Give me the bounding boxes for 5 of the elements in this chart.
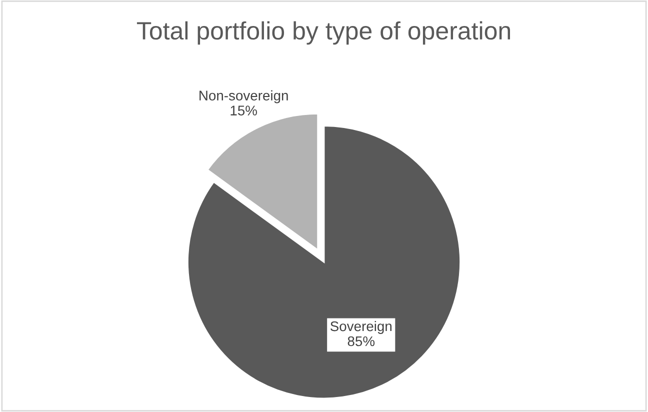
slice-label: Non-sovereign — [200, 90, 288, 104]
data-label: 85% — [348, 336, 375, 346]
chart-title: Total portfolio by type of operation — [136, 21, 510, 45]
slice-label: Sovereign — [330, 320, 392, 334]
data-label: 15% — [230, 106, 257, 116]
